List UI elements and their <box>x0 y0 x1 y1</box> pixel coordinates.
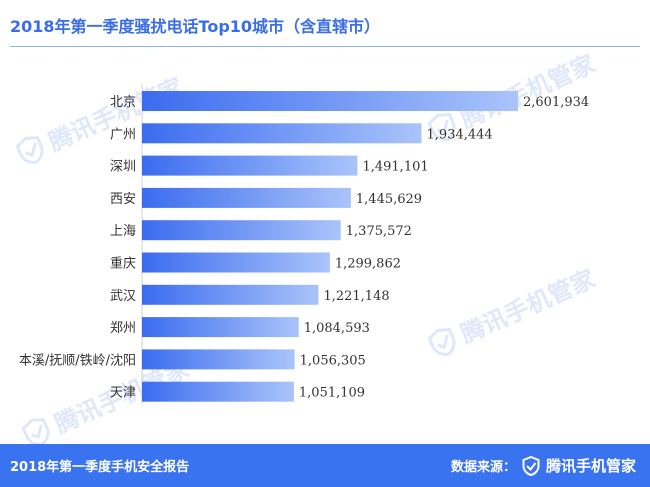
footer-bar: 2018年第一季度手机安全报告 数据来源： 腾讯手机管家 <box>0 444 650 487</box>
value-label: 1,445,629 <box>356 192 422 207</box>
value-label: 1,056,305 <box>300 353 366 368</box>
title-divider <box>10 46 640 47</box>
bar <box>142 317 299 338</box>
brand-name: 腾讯手机管家 <box>545 457 636 475</box>
value-label: 1,491,101 <box>362 160 428 175</box>
category-label: 上海 <box>110 224 136 239</box>
bar <box>142 284 319 305</box>
value-label: 1,051,109 <box>299 386 365 401</box>
value-label: 1,299,862 <box>335 257 401 272</box>
bar <box>142 252 330 273</box>
category-label: 本溪/抚顺/铁岭/沈阳 <box>19 353 136 368</box>
bar <box>142 220 341 241</box>
bar <box>142 349 295 370</box>
bar <box>142 187 351 208</box>
watermark: 腾讯手机管家 <box>17 349 194 453</box>
bar <box>142 91 518 111</box>
value-label: 1,084,593 <box>304 321 370 336</box>
value-label: 2,601,934 <box>523 95 589 110</box>
watermark: 腾讯手机管家 <box>423 44 600 148</box>
chart-title: 2018年第一季度骚扰电话Top10城市（含直辖市） <box>10 17 381 36</box>
category-label: 郑州 <box>110 321 136 336</box>
category-label: 武汉 <box>110 289 136 304</box>
report-name: 2018年第一季度手机安全报告 <box>10 460 190 475</box>
watermark: 腾讯手机管家 <box>11 67 188 171</box>
bar <box>142 123 422 144</box>
category-label: 深圳 <box>110 160 136 175</box>
category-label: 北京 <box>110 95 136 110</box>
shield-check-icon <box>15 135 44 164</box>
shield-check-icon <box>427 327 456 356</box>
category-label: 重庆 <box>110 256 136 272</box>
bar <box>142 155 358 176</box>
category-label: 西安 <box>110 192 136 207</box>
shield-check-icon <box>21 417 50 446</box>
source-label: 数据来源： <box>450 460 516 475</box>
value-label: 1,934,444 <box>427 127 493 142</box>
category-label: 天津 <box>110 386 136 401</box>
bar-chart: 北京 2,601,934 广州 1,934,444 深圳 1,491,101 西安 1,445… <box>19 84 589 404</box>
value-label: 1,221,148 <box>323 289 389 304</box>
value-label: 1,375,572 <box>346 224 412 239</box>
shield-check-icon <box>522 455 540 476</box>
shield-check-icon <box>427 112 456 141</box>
data-source: 数据来源： 腾讯手机管家 <box>451 455 636 476</box>
bar <box>142 381 294 402</box>
watermark: 腾讯手机管家 <box>423 259 600 363</box>
category-label: 广州 <box>110 127 136 142</box>
